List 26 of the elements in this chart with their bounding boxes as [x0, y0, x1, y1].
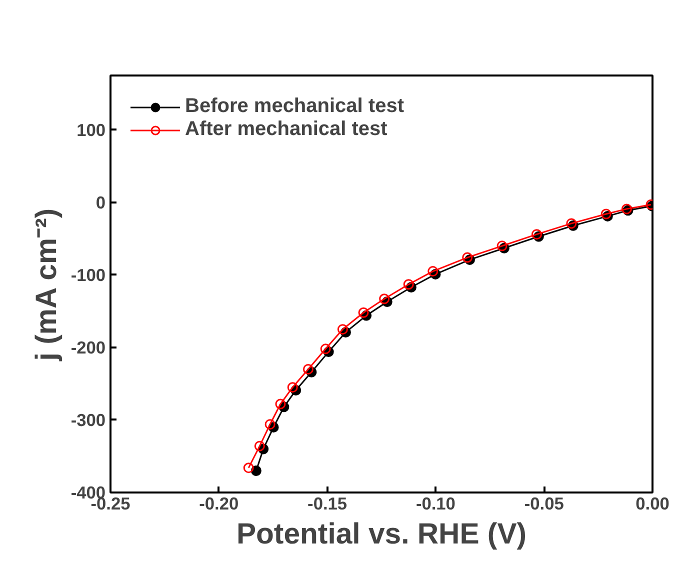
legend-label: After mechanical test: [185, 118, 388, 141]
point: [428, 266, 438, 277]
point: [264, 419, 276, 430]
x-tick-label: -0.10: [416, 494, 456, 514]
x-tick-label: -0.20: [199, 494, 239, 514]
y-axis-title: j (mA cm⁻²): [30, 208, 63, 362]
y-tick-label: 0: [96, 192, 106, 212]
y-tick-label: -200: [70, 337, 106, 358]
point: [320, 344, 331, 354]
legend-label: Before mechanical test: [185, 95, 404, 118]
point: [403, 279, 414, 290]
y-tick-label: 100: [76, 120, 106, 140]
point: [287, 382, 298, 393]
point: [254, 440, 265, 452]
point: [275, 398, 286, 410]
y-tick-label: -100: [70, 264, 106, 285]
point: [358, 307, 369, 318]
x-tick-label: -0.05: [524, 494, 564, 514]
point: [243, 462, 254, 474]
point: [337, 324, 348, 335]
point: [379, 294, 390, 304]
x-tick-label: 0.00: [636, 494, 670, 514]
point: [302, 364, 314, 374]
y-tick-label: -300: [70, 410, 106, 430]
x-tick-label: -0.15: [308, 494, 348, 514]
x-axis-title: Potential vs. RHE (V): [236, 518, 527, 550]
